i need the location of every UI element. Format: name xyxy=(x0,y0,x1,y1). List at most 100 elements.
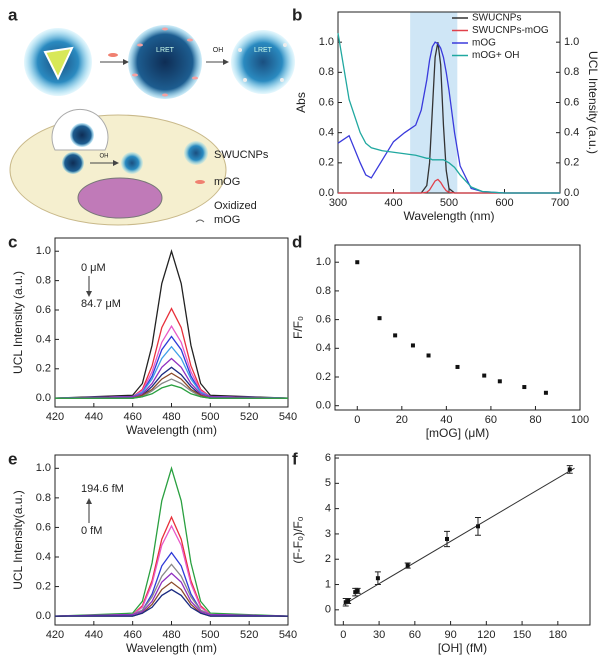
point xyxy=(355,588,360,593)
y2-tick-label: 0.2 xyxy=(564,157,579,169)
nanoparticle-small xyxy=(121,152,143,174)
x-tick-label: 120 xyxy=(477,629,495,641)
legend-label: Oxidized xyxy=(214,200,257,212)
x-tick-label: 480 xyxy=(162,629,180,641)
x-tick-label: 600 xyxy=(495,197,513,209)
nucleus xyxy=(77,177,163,219)
x-tick-label: 80 xyxy=(529,414,541,426)
x-axis-label: Wavelength (nm) xyxy=(404,209,495,223)
point xyxy=(482,373,487,378)
mog-icon xyxy=(108,53,118,57)
nanoparticle-small xyxy=(70,123,94,147)
y-tick-label: 0.2 xyxy=(316,371,331,383)
y2-tick-label: 0.6 xyxy=(564,96,579,108)
series-line xyxy=(55,366,288,399)
annotation: 84.7 μM xyxy=(81,298,121,310)
y-tick-label: 0.8 xyxy=(36,275,51,287)
y-tick-label: 0.2 xyxy=(36,363,51,375)
series-line xyxy=(54,563,289,617)
y-tick-label: 0.8 xyxy=(316,285,331,297)
series-line xyxy=(54,524,289,617)
x-tick-label: 500 xyxy=(201,629,219,641)
legend-icon xyxy=(195,219,205,223)
x-tick-label: 520 xyxy=(240,629,258,641)
annotation: 194.6 fM xyxy=(81,483,124,495)
point xyxy=(377,316,382,321)
y-tick-label: 0.0 xyxy=(319,187,334,199)
y-tick-label: 0.4 xyxy=(319,127,334,139)
annotation: 0 μM xyxy=(81,262,106,274)
y-axis-label: (F-F₀)/F₀ xyxy=(291,516,305,563)
x-tick-label: 700 xyxy=(551,197,569,209)
legend-label: SWUCNPs xyxy=(472,13,521,24)
series-line xyxy=(54,572,289,617)
x-tick-label: 0 xyxy=(340,629,346,641)
panel-letter: b xyxy=(292,5,302,24)
point xyxy=(426,353,431,358)
mog-dots xyxy=(132,27,198,97)
y-axis-label: F/F₀ xyxy=(291,316,305,339)
arrow-label: OH xyxy=(100,154,109,160)
y2-tick-label: 0.4 xyxy=(564,127,579,139)
series-line xyxy=(55,378,288,399)
series-line xyxy=(54,307,289,399)
schematic: a LRET OH LRET OH SWUCNPs mOG Oxidized m… xyxy=(8,5,295,226)
y-tick-label: 0.2 xyxy=(36,580,51,592)
y-tick-label: 1.0 xyxy=(319,36,334,48)
series-line xyxy=(55,384,288,399)
point xyxy=(405,563,410,568)
plot-frame xyxy=(54,454,289,626)
arrow-label: OH xyxy=(213,47,224,54)
y2-axis-label: UCL Intensity (a.u.) xyxy=(586,51,600,154)
x-tick-label: 30 xyxy=(373,629,385,641)
nanoparticle-loaded xyxy=(128,25,202,99)
y2-tick-label: 0.8 xyxy=(564,66,579,78)
series-line xyxy=(55,581,288,617)
x-tick-label: 400 xyxy=(384,197,402,209)
nanoparticle-oxidized xyxy=(231,30,295,94)
y-tick-label: 0.8 xyxy=(36,492,51,504)
series-line xyxy=(337,41,560,194)
plot-frame xyxy=(334,244,581,411)
oxidized-dots xyxy=(238,43,287,82)
panel-letter: c xyxy=(8,232,17,251)
point xyxy=(375,576,380,581)
x-tick-label: 540 xyxy=(279,629,297,641)
series-line xyxy=(55,372,288,399)
x-axis-label: [mOG] (μM) xyxy=(426,426,490,440)
y-tick-label: 0.0 xyxy=(36,610,51,622)
y-tick-label: 0.8 xyxy=(319,66,334,78)
series-line xyxy=(54,248,289,399)
lret-label: LRET xyxy=(254,47,273,54)
y-tick-label: 0.4 xyxy=(316,342,331,354)
legend-label: mOG+ OH xyxy=(472,50,520,61)
x-tick-label: 180 xyxy=(549,629,567,641)
series-line xyxy=(54,551,289,617)
nanoparticle-small xyxy=(62,152,84,174)
series-line xyxy=(54,466,289,617)
x-tick-label: 440 xyxy=(85,411,103,423)
y-axis-label: Abs xyxy=(294,92,308,113)
x-tick-label: 420 xyxy=(46,411,64,423)
y-tick-label: 0.4 xyxy=(36,551,51,563)
x-tick-label: 90 xyxy=(444,629,456,641)
y-tick-label: 1 xyxy=(325,578,331,590)
legend-icon xyxy=(195,180,205,184)
x-tick-label: 500 xyxy=(201,411,219,423)
x-tick-label: 420 xyxy=(46,629,64,641)
y-tick-label: 0.0 xyxy=(316,400,331,412)
y-tick-label: 0 xyxy=(325,604,331,616)
x-axis-label: Wavelength (nm) xyxy=(126,641,217,655)
point xyxy=(355,260,360,265)
x-tick-label: 20 xyxy=(396,414,408,426)
point xyxy=(543,390,548,395)
point xyxy=(346,598,351,603)
x-tick-label: 300 xyxy=(329,197,347,209)
plot-frame xyxy=(334,454,591,626)
y2-tick-label: 0.0 xyxy=(564,187,579,199)
legend-icon xyxy=(184,141,208,165)
series-line xyxy=(54,515,289,617)
y-tick-label: 0.6 xyxy=(36,304,51,316)
